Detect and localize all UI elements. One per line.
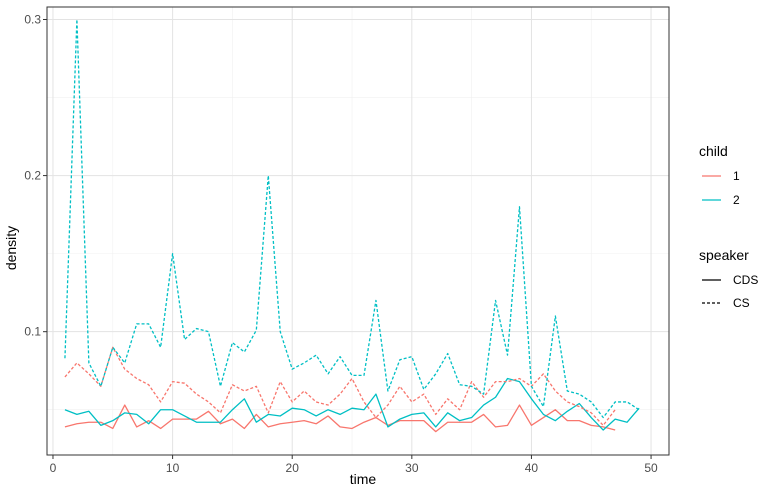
legend-label-child-1: 1 <box>733 169 740 183</box>
x-tick-label: 20 <box>286 461 300 475</box>
legend-label-child-2: 2 <box>733 193 740 207</box>
x-tick-labels: 0 10 20 30 40 50 <box>50 461 658 475</box>
x-tick-label: 10 <box>166 461 180 475</box>
grid-lines <box>47 7 669 455</box>
plot-panel-border <box>46 6 670 456</box>
axis-ticks <box>43 18 652 459</box>
x-axis-title: time <box>350 471 377 487</box>
legend-speaker: speaker CDS CS <box>699 247 758 310</box>
x-tick-label: 30 <box>405 461 419 475</box>
legend-child: child 1 2 <box>699 143 740 207</box>
legend-label-cs: CS <box>733 296 750 310</box>
y-axis-title: density <box>3 226 19 270</box>
y-tick-label: 0.1 <box>24 325 41 339</box>
series-line-child-1-cds <box>64 404 616 433</box>
series-line-child-1-cs <box>64 346 616 426</box>
y-tick-labels: 0.1 0.2 0.3 <box>24 12 41 338</box>
y-tick-label: 0.3 <box>24 12 41 26</box>
legend-speaker-title: speaker <box>699 247 749 263</box>
x-tick-label: 0 <box>50 461 57 475</box>
legend-label-cds: CDS <box>733 273 758 287</box>
x-tick-label: 40 <box>525 461 539 475</box>
series-layer <box>64 18 640 433</box>
x-tick-label: 50 <box>644 461 658 475</box>
y-tick-label: 0.2 <box>24 169 41 183</box>
legend-child-title: child <box>699 143 728 159</box>
series-line-child-2-cds <box>64 377 640 431</box>
